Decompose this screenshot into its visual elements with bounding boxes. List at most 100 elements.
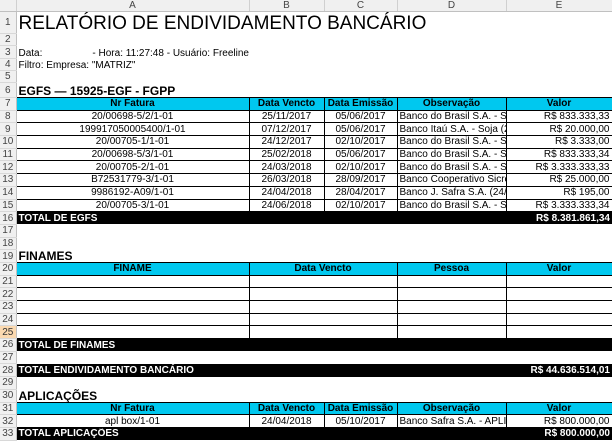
column-header-C[interactable]: C (324, 0, 398, 12)
row-header[interactable]: 19 (0, 249, 17, 263)
select-all-button[interactable] (0, 0, 17, 12)
row-header[interactable]: 7 (0, 97, 17, 111)
data-cell[interactable] (505, 274, 612, 289)
cell[interactable] (16, 71, 612, 83)
row-header[interactable]: 18 (0, 237, 17, 251)
row-header[interactable]: 9 (0, 122, 17, 137)
row-header[interactable]: 26 (0, 338, 17, 352)
row-header[interactable]: 1 (0, 11, 17, 34)
data-cell[interactable]: 05/06/2017 (323, 122, 398, 137)
row-header[interactable]: 23 (0, 300, 17, 314)
data-cell[interactable]: 9986192-A09/1-01 (15, 185, 250, 200)
row-header[interactable]: 20 (0, 262, 17, 276)
data-cell[interactable]: Banco do Brasil S.A. - Soja (396, 109, 507, 124)
data-cell[interactable] (505, 325, 612, 340)
data-cell[interactable]: R$ 800.000,00 (505, 414, 612, 428)
data-cell[interactable]: Banco do Brasil S.A. - Soja (396, 160, 507, 175)
data-cell[interactable]: R$ 195,00 (505, 185, 612, 200)
data-cell[interactable] (505, 300, 612, 314)
row-header[interactable]: 8 (0, 110, 17, 124)
data-cell[interactable]: 02/10/2017 (323, 135, 398, 149)
data-cell[interactable] (396, 312, 507, 327)
row-header[interactable]: 3 (0, 45, 17, 59)
data-cell[interactable] (15, 312, 250, 327)
column-header-D[interactable]: D (397, 0, 507, 12)
data-cell[interactable] (396, 274, 507, 289)
column-header-A[interactable]: A (16, 0, 250, 12)
data-cell[interactable]: R$ 3.333.333,33 (505, 160, 612, 175)
data-cell[interactable]: R$ 833.333,34 (505, 147, 612, 162)
data-cell[interactable] (396, 287, 507, 301)
column-header-E[interactable]: E (506, 0, 612, 12)
data-cell[interactable]: 24/03/2018 (248, 160, 325, 175)
data-cell[interactable]: Banco J. Safra S.A. (24/0 (396, 185, 507, 200)
row-header[interactable]: 5 (0, 70, 17, 83)
data-cell[interactable]: 24/12/2017 (248, 135, 325, 149)
data-cell[interactable]: 20/00705-1/1-01 (15, 135, 250, 149)
data-cell[interactable]: 199917050005400/1-01 (15, 122, 250, 137)
data-cell[interactable]: Banco do Brasil S.A. - Soja (396, 147, 507, 162)
data-cell[interactable] (15, 274, 250, 289)
row-header[interactable]: 14 (0, 186, 17, 200)
data-cell[interactable]: 05/10/2017 (323, 414, 398, 428)
data-cell[interactable]: 24/04/2018 (248, 185, 325, 200)
row-header[interactable]: 13 (0, 173, 17, 187)
data-cell[interactable] (505, 287, 612, 301)
data-cell[interactable]: 20/00698-5/2/1-01 (15, 109, 250, 124)
data-cell[interactable]: Banco do Brasil S.A. - Soja (396, 135, 507, 149)
data-cell[interactable]: R$ 3.333,00 (505, 135, 612, 149)
data-cell[interactable]: 28/09/2017 (323, 173, 398, 187)
data-cell[interactable]: 26/03/2018 (248, 173, 325, 187)
data-cell[interactable] (15, 300, 250, 314)
data-cell[interactable]: 24/06/2018 (248, 198, 325, 213)
row-header[interactable]: 16 (0, 211, 17, 225)
data-cell[interactable]: 20/00705-3/1-01 (15, 198, 250, 213)
row-header[interactable]: 15 (0, 199, 17, 213)
row-header[interactable]: 28 (0, 363, 17, 378)
row-header[interactable]: 11 (0, 148, 17, 162)
data-cell[interactable]: Banco Cooperativo Sicredi (396, 173, 507, 187)
data-cell[interactable]: apl box/1-01 (15, 414, 250, 428)
data-cell[interactable] (248, 287, 398, 301)
data-cell[interactable] (396, 300, 507, 314)
row-header[interactable]: 17 (0, 224, 17, 238)
data-cell[interactable]: R$ 833.333,33 (505, 109, 612, 124)
data-cell[interactable]: 05/06/2017 (323, 109, 398, 124)
data-cell[interactable]: 25/11/2017 (248, 109, 325, 124)
data-cell[interactable] (248, 312, 398, 327)
row-header[interactable]: 21 (0, 275, 17, 289)
data-cell[interactable]: 28/04/2017 (323, 185, 398, 200)
data-cell[interactable]: 24/04/2018 (248, 414, 325, 428)
row-header[interactable]: 24 (0, 313, 17, 327)
row-header[interactable]: 2 (0, 33, 17, 46)
data-cell[interactable] (248, 300, 398, 314)
data-cell[interactable] (248, 325, 398, 340)
data-cell[interactable]: Banco do Brasil S.A. - Soja (396, 198, 507, 213)
data-cell[interactable]: B72531779-3/1-01 (15, 173, 250, 187)
row-header[interactable]: 12 (0, 160, 17, 175)
data-cell[interactable] (15, 287, 250, 301)
column-header-B[interactable]: B (249, 0, 325, 12)
row-header[interactable]: 31 (0, 402, 17, 416)
data-cell[interactable]: 02/10/2017 (323, 198, 398, 213)
data-cell[interactable]: Banco Itaú S.A. - Soja (2 (396, 122, 507, 137)
row-header[interactable]: 33 (0, 427, 17, 441)
data-cell[interactable]: R$ 20.000,00 (505, 122, 612, 137)
data-cell[interactable]: 20/00705-2/1-01 (15, 160, 250, 175)
row-header[interactable]: 6 (0, 82, 17, 98)
row-header[interactable]: 29 (0, 376, 17, 390)
data-cell[interactable]: R$ 3.333.333,34 (505, 198, 612, 213)
data-cell[interactable]: 02/10/2017 (323, 160, 398, 175)
data-cell[interactable]: 20/00698-5/3/1-01 (15, 147, 250, 162)
row-header[interactable]: 25 (0, 325, 17, 340)
row-header[interactable]: 22 (0, 287, 17, 301)
row-header[interactable]: 10 (0, 135, 17, 149)
data-cell[interactable]: R$ 25.000,00 (505, 173, 612, 187)
cell[interactable] (16, 34, 612, 46)
row-header[interactable]: 30 (0, 389, 17, 403)
row-header[interactable]: 32 (0, 414, 17, 428)
data-cell[interactable] (248, 274, 398, 289)
data-cell[interactable]: 05/06/2017 (323, 147, 398, 162)
data-cell[interactable] (505, 312, 612, 327)
